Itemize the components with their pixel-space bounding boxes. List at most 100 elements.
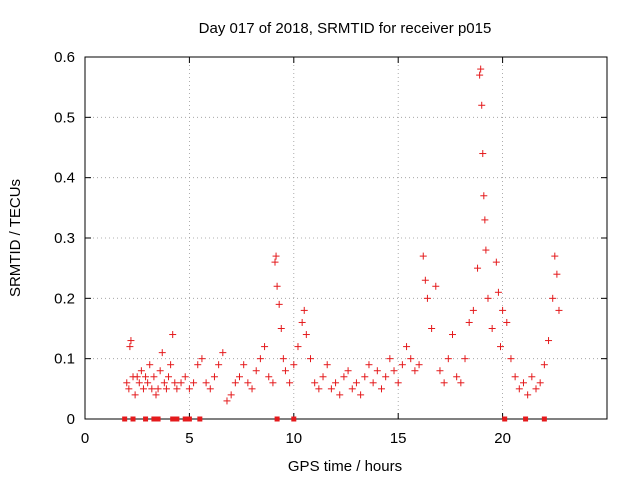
data-point xyxy=(553,270,561,278)
data-point xyxy=(448,331,456,339)
data-point xyxy=(162,385,170,393)
data-point xyxy=(352,379,360,387)
data-point xyxy=(474,264,482,272)
data-point xyxy=(545,337,553,345)
data-point xyxy=(488,325,496,332)
data-point xyxy=(348,385,356,393)
data-point xyxy=(160,379,168,387)
data-point xyxy=(419,252,427,260)
data-point xyxy=(181,373,189,381)
data-point xyxy=(194,361,202,369)
baseline-point xyxy=(186,416,192,422)
data-point xyxy=(465,318,473,326)
baseline-point xyxy=(182,416,188,422)
data-point xyxy=(432,282,440,290)
data-point xyxy=(150,373,158,381)
x-tick-label: 20 xyxy=(494,430,511,447)
data-point xyxy=(327,385,335,393)
data-point xyxy=(236,373,244,381)
data-point xyxy=(519,379,527,387)
x-tick-label: 15 xyxy=(390,430,407,447)
y-tick-label: 0.1 xyxy=(54,351,75,368)
data-point xyxy=(135,379,143,387)
x-axis-label: GPS time / hours xyxy=(288,458,402,475)
x-tick-label: 10 xyxy=(285,430,302,447)
data-point xyxy=(173,385,181,393)
data-points xyxy=(122,65,563,422)
data-point xyxy=(555,306,563,314)
data-point xyxy=(361,373,369,381)
data-point xyxy=(484,294,492,302)
data-point xyxy=(479,150,487,158)
y-tick-label: 0.4 xyxy=(54,170,75,187)
data-point xyxy=(281,367,289,375)
baseline-point xyxy=(122,416,128,422)
x-tick-label: 5 xyxy=(185,430,193,447)
data-point xyxy=(294,343,302,351)
data-point xyxy=(436,367,444,375)
grid-lines xyxy=(85,57,607,419)
data-point xyxy=(532,385,540,393)
data-point xyxy=(390,367,398,375)
data-point xyxy=(198,355,206,363)
data-point xyxy=(165,373,173,381)
data-point xyxy=(476,71,484,79)
data-point xyxy=(428,325,436,332)
data-point xyxy=(148,385,156,393)
data-point xyxy=(302,331,310,339)
data-point xyxy=(269,379,277,387)
data-point xyxy=(271,258,279,266)
data-point xyxy=(365,361,373,369)
data-point xyxy=(298,318,306,326)
data-point xyxy=(248,385,256,393)
data-point xyxy=(377,385,385,393)
data-point xyxy=(137,367,145,375)
data-point xyxy=(311,379,319,387)
data-point xyxy=(272,252,280,260)
baseline-point xyxy=(155,416,161,422)
data-point xyxy=(125,385,133,393)
baseline-point xyxy=(170,416,176,422)
data-point xyxy=(492,258,500,266)
data-point xyxy=(231,379,239,387)
data-point xyxy=(158,349,166,357)
data-point xyxy=(142,373,150,381)
data-point xyxy=(469,306,477,314)
baseline-point xyxy=(541,416,547,422)
data-point xyxy=(139,385,147,393)
data-point xyxy=(146,361,154,369)
baseline-point xyxy=(143,416,149,422)
data-point xyxy=(481,216,489,224)
data-point xyxy=(549,294,557,302)
data-point xyxy=(382,373,390,381)
data-point xyxy=(190,379,198,387)
data-point xyxy=(528,373,536,381)
y-tick-label: 0.5 xyxy=(54,109,75,126)
data-point xyxy=(277,325,285,332)
data-point xyxy=(244,379,252,387)
data-point xyxy=(206,385,214,393)
data-point xyxy=(169,331,177,339)
data-point xyxy=(503,318,511,326)
data-point xyxy=(144,379,152,387)
data-point xyxy=(171,379,179,387)
data-point xyxy=(332,379,340,387)
data-point xyxy=(156,367,164,375)
data-point xyxy=(461,355,469,363)
data-point xyxy=(315,385,323,393)
baseline-point xyxy=(502,416,508,422)
data-point xyxy=(290,361,298,369)
baseline-point xyxy=(130,416,136,422)
data-point xyxy=(307,355,315,363)
data-point xyxy=(336,391,344,399)
data-point xyxy=(252,367,260,375)
baseline-point xyxy=(274,416,280,422)
data-point xyxy=(185,385,193,393)
data-point xyxy=(215,361,223,369)
data-point xyxy=(551,252,559,260)
x-tick-label: 0 xyxy=(81,430,89,447)
data-point xyxy=(256,355,264,363)
y-tick-label: 0.2 xyxy=(54,290,75,307)
data-point xyxy=(482,246,490,254)
data-point xyxy=(511,373,519,381)
